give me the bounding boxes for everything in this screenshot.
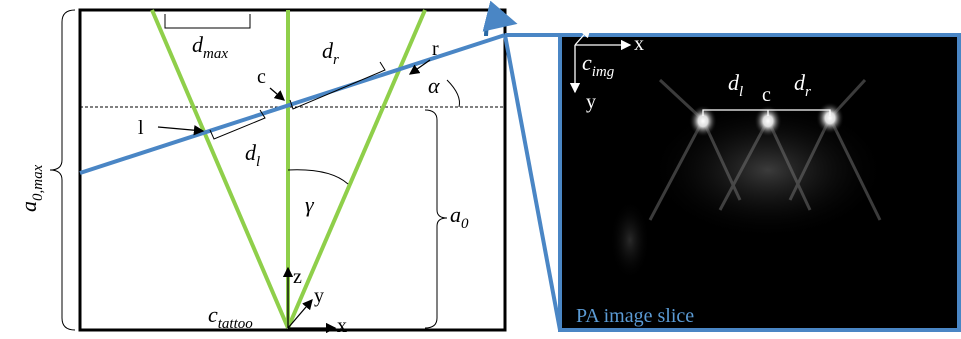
axis-x: x (337, 315, 347, 337)
subscript: l (256, 154, 260, 170)
blue-line (80, 35, 505, 173)
label-r: r (432, 38, 439, 60)
zoom-lines (505, 35, 560, 330)
axis-z: z (574, 11, 583, 33)
brackets (50, 10, 460, 330)
image-panel: z x y cimg dl c dr PA image slice (560, 11, 961, 330)
subscript: max (203, 46, 228, 62)
symbol: a (450, 202, 461, 227)
subscript: 0 (461, 216, 469, 232)
caption: PA image slice (576, 305, 694, 327)
symbol: a (16, 201, 41, 212)
symbol: c (582, 50, 592, 75)
subscript: r (805, 84, 811, 100)
rotation-arrow (486, 19, 502, 36)
axis-x: x (634, 33, 644, 55)
axis-y: y (586, 91, 596, 113)
subscript: l (739, 84, 743, 100)
symbol: c (208, 302, 218, 327)
label-d-max: dmax (192, 32, 228, 62)
label-alpha: α (428, 73, 440, 98)
label-d-l: dl (245, 140, 260, 170)
label-c: c (257, 66, 266, 88)
label-d-r: dr (322, 38, 339, 68)
axis-z: z (293, 266, 302, 288)
subscript: 0,max (30, 164, 46, 201)
subscript: r (333, 52, 339, 68)
label-a0: a0 (450, 202, 469, 232)
label-c-tattoo: ctattoo (208, 302, 253, 332)
axis-y: y (314, 285, 324, 307)
label-gamma: γ (305, 192, 315, 217)
figure: dmax dr r c α l dl a0,max γ a0 z y x cta… (0, 0, 961, 339)
label-l: l (138, 117, 144, 139)
label-c: c (762, 84, 771, 106)
label-a0max: a0,max (16, 164, 46, 212)
subscript: img (592, 64, 615, 80)
subscript: tattoo (218, 316, 254, 332)
left-panel: dmax dr r c α l dl a0,max γ a0 z y x cta… (16, 10, 505, 337)
